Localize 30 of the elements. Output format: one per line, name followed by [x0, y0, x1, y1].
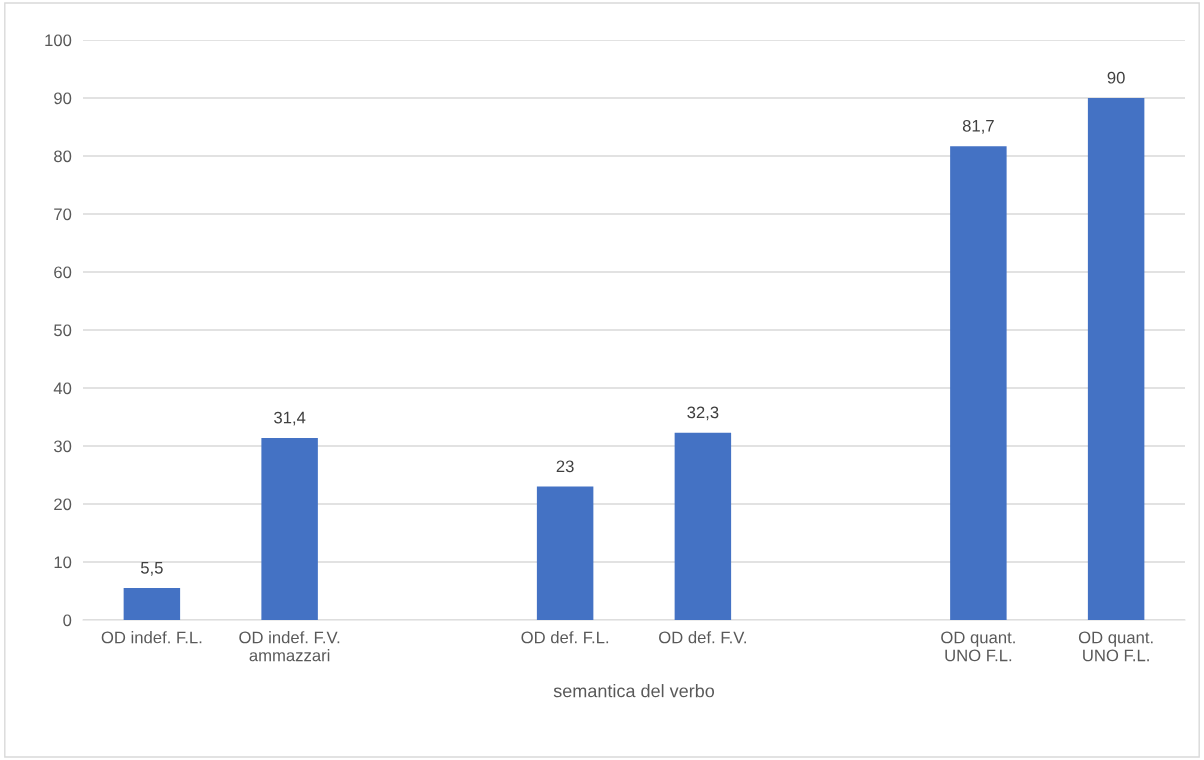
data-label: 31,4 [274, 411, 306, 426]
x-tick-label: OD def. F.V. [659, 631, 746, 644]
data-label: 32,3 [687, 406, 719, 421]
y-tick-label: 10 [54, 556, 72, 569]
y-tick-label: 70 [54, 208, 72, 221]
y-tick-label: 90 [54, 92, 72, 105]
x-tick-label: OD indef. F.L. [101, 631, 202, 644]
y-tick-label: 80 [54, 150, 72, 163]
data-label: 5,5 [140, 562, 163, 576]
x-tick-label: OD quant. UNO F.L. [1078, 631, 1153, 662]
y-tick-label: 20 [54, 498, 72, 511]
data-label: 90 [1107, 71, 1125, 84]
data-label: 23 [556, 460, 574, 473]
y-tick-label: 60 [54, 266, 72, 279]
bar [536, 486, 594, 620]
x-tick-label: OD indef. F.V. ammazzari [239, 631, 340, 662]
x-tick-label: OD def. F.L. [521, 631, 609, 644]
y-tick-label: 50 [54, 324, 72, 337]
y-tick-label: 0 [63, 614, 72, 627]
bar [1087, 98, 1145, 620]
x-tick-label: OD quant. UNO F.L. [941, 631, 1015, 662]
bar [674, 432, 732, 620]
y-tick-label: 40 [53, 382, 72, 395]
data-label: 81,7 [962, 119, 994, 134]
x-axis-title: semantica del verbo [553, 684, 715, 698]
bar [123, 588, 181, 620]
bar [950, 146, 1007, 620]
y-tick-label: 30 [53, 440, 72, 453]
bar [261, 437, 318, 620]
y-tick-label: 100 [45, 34, 72, 47]
